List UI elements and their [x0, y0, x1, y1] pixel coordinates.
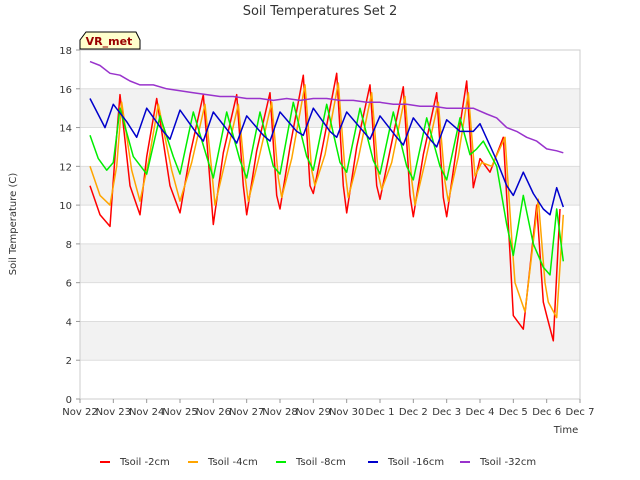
x-tick-label: Dec 5	[499, 407, 528, 418]
grid-band	[80, 360, 580, 399]
y-tick-label: 2	[66, 356, 72, 367]
plot-frame	[79, 49, 581, 400]
x-tick-label: Dec 4	[466, 407, 495, 418]
x-tick-label: Nov 29	[296, 407, 331, 418]
x-tick-label: Dec 6	[532, 407, 561, 418]
y-tick-label: 18	[59, 46, 72, 57]
y-axis-label: Soil Temperature (C)	[8, 173, 19, 276]
vr-met-box	[79, 31, 141, 50]
grid-bands	[80, 50, 580, 400]
series-layer	[89, 60, 565, 342]
x-tick-label: Nov 28	[262, 407, 297, 418]
x-tick-label: Nov 26	[196, 407, 231, 418]
grid-band	[80, 321, 580, 361]
x-tick-label: Dec 3	[432, 407, 461, 418]
grid-band	[80, 205, 580, 244]
x-tick-label: Nov 30	[329, 407, 364, 418]
y-tick-label: 16	[59, 85, 72, 96]
chart-title: Soil Temperatures Set 2	[243, 4, 398, 19]
x-tick-label: Nov 24	[129, 407, 164, 418]
x-tick-label: Nov 23	[96, 407, 131, 418]
legend-item: Tsoil -32cm	[460, 457, 536, 468]
series-line-tsoil-8cm	[89, 101, 565, 276]
x-axis-label: Time	[553, 425, 578, 436]
grid-band	[80, 50, 580, 89]
y-tick-label: 0	[66, 395, 72, 406]
y-tick-label: 6	[66, 279, 72, 290]
legend-label: Tsoil -2cm	[119, 457, 170, 468]
vr-met-label: VR_met	[86, 35, 133, 48]
vr-met-annotation: VR_met	[79, 31, 141, 50]
x-tick-label: Dec 1	[366, 407, 395, 418]
grid-band	[80, 243, 580, 283]
series-line-tsoil-4cm	[89, 82, 565, 319]
y-tick-label: 8	[66, 240, 72, 251]
y-tick-label: 10	[59, 201, 72, 212]
legend-item: Tsoil -16cm	[368, 457, 444, 468]
legend-item: Tsoil -4cm	[188, 457, 258, 468]
y-axis-ticks: 0 2 4 6 8 10 12 14 16 18	[59, 46, 80, 406]
legend-item: Tsoil -2cm	[100, 457, 170, 468]
y-tick-label: 4	[66, 317, 72, 328]
x-tick-label: Nov 27	[229, 407, 264, 418]
x-tick-label: Nov 22	[62, 407, 97, 418]
legend-label: Tsoil -32cm	[479, 457, 536, 468]
y-tick-label: 14	[59, 124, 72, 135]
series-line-tsoil-16cm	[89, 98, 565, 216]
x-tick-label: Dec 7	[566, 407, 595, 418]
x-tick-label: Dec 2	[399, 407, 428, 418]
series-line-tsoil-32cm	[89, 60, 564, 154]
legend-label: Tsoil -8cm	[295, 457, 346, 468]
series-line-tsoil-2cm	[89, 72, 561, 342]
x-tick-label: Nov 25	[162, 407, 197, 418]
grid-band	[80, 166, 580, 206]
legend-label: Tsoil -4cm	[207, 457, 258, 468]
y-tick-label: 12	[59, 162, 72, 173]
legend: Tsoil -2cm Tsoil -4cm Tsoil -8cm Tsoil -16c…	[100, 457, 536, 468]
legend-item: Tsoil -8cm	[276, 457, 346, 468]
grid-band	[80, 282, 580, 322]
legend-label: Tsoil -16cm	[387, 457, 444, 468]
